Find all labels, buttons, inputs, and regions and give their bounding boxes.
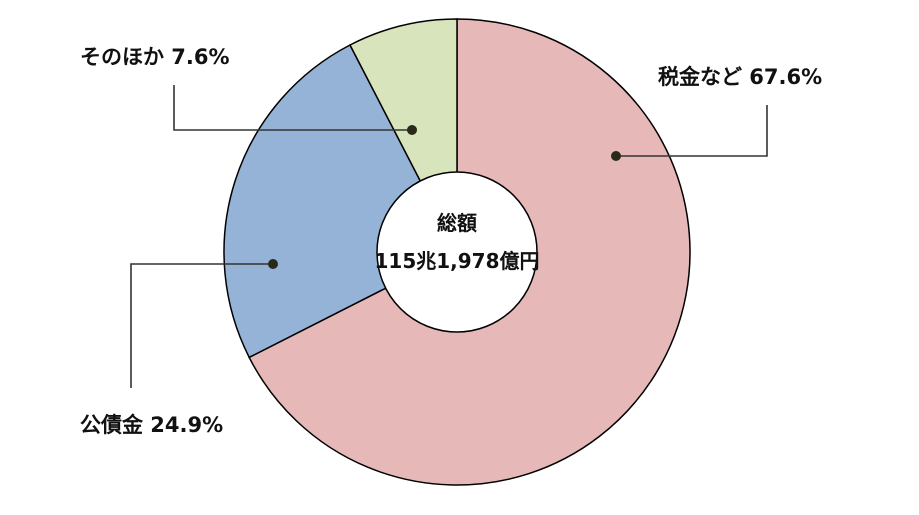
leader-line-2 (130, 263, 273, 388)
leader-lines (130, 85, 768, 388)
slice-label-1: 税金など 67.6% (658, 65, 822, 89)
slice-label-3: そのほか 7.6% (80, 45, 230, 69)
leader-dot-1 (611, 151, 621, 161)
leader-line-1 (616, 105, 768, 157)
leader-line-3 (173, 85, 412, 131)
leader-dot-3 (407, 125, 417, 135)
slice-labels: 税金など 67.6% 公債金 24.9% そのほか 7.6% (80, 45, 822, 437)
slice-label-2: 公債金 24.9% (80, 413, 223, 437)
leader-dot-2 (268, 259, 278, 269)
center-total-value: 115兆1,978億円 (374, 249, 539, 273)
donut-hole (376, 171, 538, 333)
center-title: 総額 (437, 211, 477, 235)
